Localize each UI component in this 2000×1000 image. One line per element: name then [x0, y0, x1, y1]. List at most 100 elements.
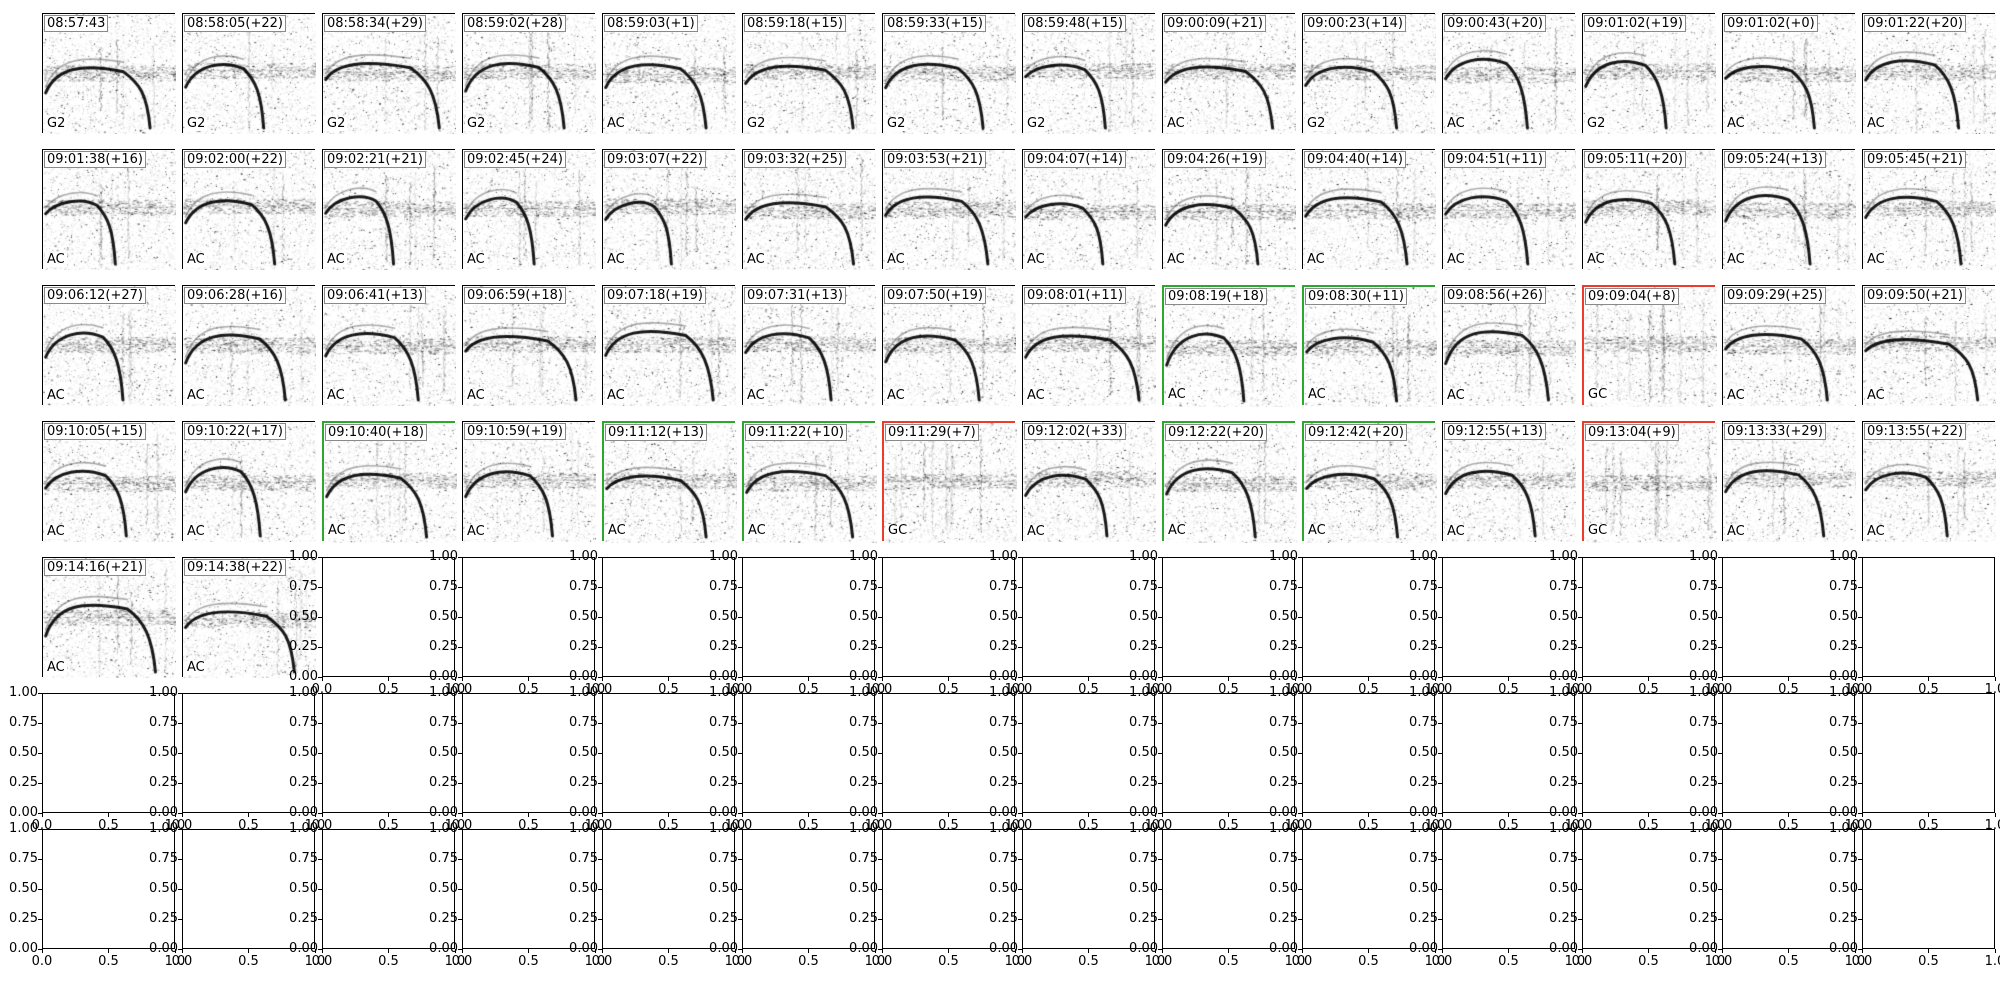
spectrogram-panel[interactable]: 09:06:59(+18) AC [462, 285, 596, 406]
spectrogram-panel[interactable]: 08:59:03(+1) AC [602, 13, 736, 134]
spectrogram-panel[interactable]: 08:59:48(+15) G2 [1022, 13, 1156, 134]
spectrogram-panel[interactable]: 09:00:09(+21) AC [1162, 13, 1296, 134]
spectrogram-panel[interactable]: 09:09:50(+21) AC [1862, 285, 1996, 406]
spectrogram-panel[interactable]: 08:57:43 G2 [42, 13, 176, 134]
spectrogram-panel[interactable]: 09:10:05(+15) AC [42, 421, 176, 542]
spectrogram-panel[interactable]: 09:00:43(+20) AC [1442, 13, 1576, 134]
x-tick-label: 0.5 [658, 818, 679, 833]
y-tick-label: 1.00 [9, 821, 38, 836]
x-tick [1714, 813, 1716, 817]
panel-timestamp: 09:07:50(+19) [884, 287, 986, 304]
spectrogram-panel[interactable]: 08:58:05(+22) G2 [182, 13, 316, 134]
spectrogram-panel[interactable]: 09:07:50(+19) AC [882, 285, 1016, 406]
x-tick-label: 0.0 [1851, 682, 1873, 697]
spectrogram-panel[interactable]: 09:05:11(+20) AC [1582, 149, 1716, 270]
spectrogram-panel[interactable]: 09:05:24(+13) AC [1722, 149, 1856, 270]
spectrogram-panel[interactable]: 08:59:33(+15) G2 [882, 13, 1016, 134]
spectrogram-panel[interactable]: 09:04:07(+14) AC [1022, 149, 1156, 270]
x-tick [1434, 949, 1436, 953]
spectrogram-panel[interactable]: 09:01:38(+16) AC [42, 149, 176, 270]
spectrogram-panel[interactable]: 09:13:04(+9) GC [1582, 421, 1717, 543]
spectrogram-panel[interactable]: 09:03:53(+21) AC [882, 149, 1016, 270]
spectrogram-image [463, 14, 596, 134]
x-tick [181, 949, 183, 953]
spectrogram-panel[interactable]: 09:14:38(+22) AC [182, 557, 316, 678]
y-tick-label: 1.00 [9, 685, 38, 700]
spectrogram-panel[interactable]: 09:09:29(+25) AC [1722, 285, 1856, 406]
spectrogram-panel[interactable]: 09:08:56(+26) AC [1442, 285, 1576, 406]
spectrogram-panel[interactable]: 09:05:45(+21) AC [1862, 149, 1996, 270]
spectrogram-panel[interactable]: 09:01:22(+20) AC [1862, 13, 1996, 134]
y-tick [1718, 722, 1722, 724]
spectrogram-panel[interactable]: 09:00:23(+14) G2 [1302, 13, 1436, 134]
y-tick-label: 0.00 [989, 805, 1018, 820]
x-tick [41, 813, 43, 817]
empty-axes [1022, 693, 1155, 813]
x-tick [1228, 677, 1229, 681]
spectrogram-panel[interactable]: 09:02:21(+21) AC [322, 149, 456, 270]
y-tick [878, 828, 882, 830]
x-tick-label: 0.0 [31, 954, 53, 969]
spectrogram-panel[interactable]: 08:59:02(+28) G2 [462, 13, 596, 134]
y-tick [318, 948, 322, 950]
panel-class-label: G2 [185, 116, 208, 131]
y-tick-label: 1.00 [1829, 549, 1858, 564]
x-tick [1228, 813, 1229, 817]
spectrogram-panel[interactable]: 09:11:12(+13) AC [602, 421, 737, 543]
x-tick-label: 0.5 [938, 818, 959, 833]
spectrogram-panel[interactable]: 09:08:30(+11) AC [1302, 285, 1437, 407]
panel-timestamp: 09:11:29(+7) [885, 424, 979, 441]
panel-timestamp: 09:09:04(+8) [1585, 288, 1679, 305]
y-tick [1018, 858, 1022, 860]
x-tick [454, 677, 456, 681]
y-tick [1858, 948, 1862, 950]
x-tick-label: 0.5 [1218, 954, 1239, 969]
spectrogram-panel[interactable]: 09:07:18(+19) AC [602, 285, 736, 406]
spectrogram-panel[interactable]: 09:13:33(+29) AC [1722, 421, 1856, 542]
spectrogram-panel[interactable]: 09:11:22(+10) AC [742, 421, 877, 543]
spectrogram-panel[interactable]: 09:14:16(+21) AC [42, 557, 176, 678]
spectrogram-panel[interactable]: 09:02:00(+22) AC [182, 149, 316, 270]
spectrogram-panel[interactable]: 09:07:31(+13) AC [742, 285, 876, 406]
x-tick [1228, 949, 1229, 953]
spectrogram-panel[interactable]: 09:12:22(+20) AC [1162, 421, 1297, 543]
spectrogram-panel[interactable]: 09:12:42(+20) AC [1302, 421, 1437, 543]
spectrogram-panel[interactable]: 09:04:26(+19) AC [1162, 149, 1296, 270]
spectrogram-panel[interactable]: 09:04:40(+14) AC [1302, 149, 1436, 270]
spectrogram-panel[interactable]: 09:09:04(+8) GC [1582, 285, 1717, 407]
y-tick-label: 0.25 [569, 911, 598, 926]
y-tick [318, 888, 322, 890]
spectrogram-panel[interactable]: 09:02:45(+24) AC [462, 149, 596, 270]
x-tick-label: 0.5 [1918, 818, 1939, 833]
x-tick-label: 1.0 [864, 954, 886, 969]
spectrogram-panel[interactable]: 09:11:29(+7) GC [882, 421, 1017, 543]
y-tick-label: 0.50 [429, 609, 458, 624]
y-tick [1858, 616, 1862, 618]
x-tick [1928, 677, 1929, 681]
spectrogram-panel[interactable]: 08:59:18(+15) G2 [742, 13, 876, 134]
spectrogram-panel[interactable]: 09:06:41(+13) AC [322, 285, 456, 406]
y-tick-label: 0.50 [1129, 609, 1158, 624]
spectrogram-panel[interactable]: 09:10:40(+18) AC [322, 421, 457, 543]
spectrogram-panel[interactable]: 09:03:32(+25) AC [742, 149, 876, 270]
spectrogram-panel[interactable]: 08:58:34(+29) G2 [322, 13, 456, 134]
spectrogram-panel[interactable]: 09:01:02(+19) G2 [1582, 13, 1716, 134]
x-tick [1301, 813, 1303, 817]
spectrogram-panel[interactable]: 09:08:19(+18) AC [1162, 285, 1297, 407]
spectrogram-panel[interactable]: 09:08:01(+11) AC [1022, 285, 1156, 406]
spectrogram-panel[interactable]: 09:03:07(+22) AC [602, 149, 736, 270]
spectrogram-image [1023, 150, 1156, 270]
y-tick [1018, 888, 1022, 890]
spectrogram-panel[interactable]: 09:01:02(+0) AC [1722, 13, 1856, 134]
spectrogram-panel[interactable]: 09:10:59(+19) AC [462, 421, 596, 542]
spectrogram-panel[interactable]: 09:06:12(+27) AC [42, 285, 176, 406]
y-tick-label: 0.25 [1689, 639, 1718, 654]
y-tick-label: 0.75 [429, 851, 458, 866]
spectrogram-panel[interactable]: 09:13:55(+22) AC [1862, 421, 1996, 542]
spectrogram-panel[interactable]: 09:04:51(+11) AC [1442, 149, 1576, 270]
x-tick [1088, 813, 1089, 817]
spectrogram-panel[interactable]: 09:10:22(+17) AC [182, 421, 316, 542]
spectrogram-panel[interactable]: 09:06:28(+16) AC [182, 285, 316, 406]
spectrogram-panel[interactable]: 09:12:55(+13) AC [1442, 421, 1576, 542]
spectrogram-panel[interactable]: 09:12:02(+33) AC [1022, 421, 1156, 542]
